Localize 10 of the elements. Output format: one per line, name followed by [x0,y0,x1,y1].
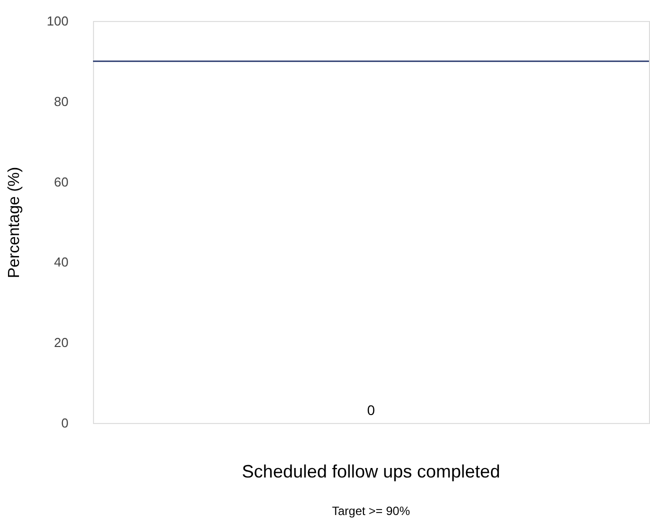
y-tick-label: 60 [54,174,68,190]
y-tick-label: 80 [54,94,68,109]
text: Target >= 90% [332,504,410,518]
y-tick-label: 100 [46,14,68,28]
y-axis-title: Percentage (%) [6,166,23,278]
y-tick-label: 20 [54,335,68,350]
y-tick-label: 40 [54,254,68,270]
x-tick-label: Scheduled follow ups completed [242,462,500,482]
y-tick-label: 0 [61,416,68,430]
data-label: 0 [367,402,376,418]
